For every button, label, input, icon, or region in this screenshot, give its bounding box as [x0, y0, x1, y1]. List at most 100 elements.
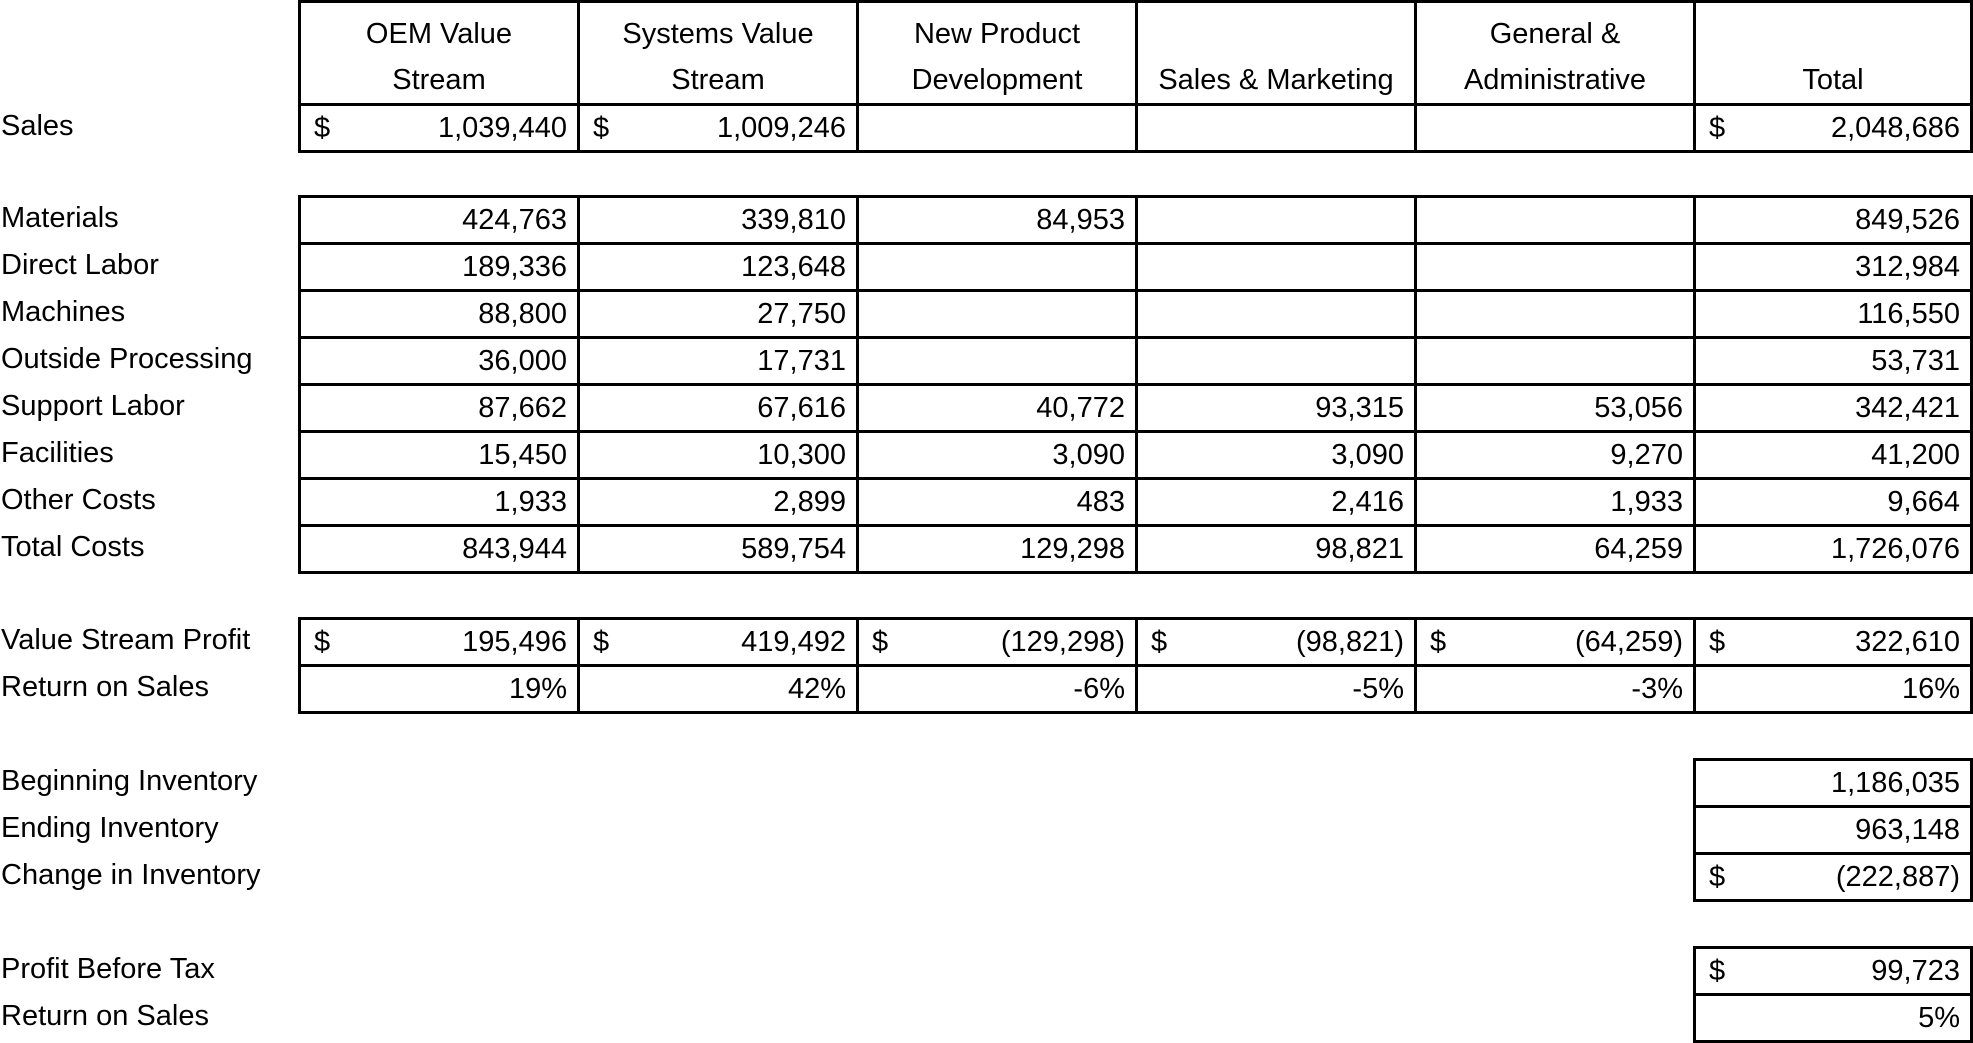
currency-symbol: $: [1709, 955, 1726, 987]
sales-cell: [1135, 103, 1414, 153]
cost-cell: 483: [856, 477, 1135, 524]
currency-symbol: $: [314, 626, 331, 658]
cost-cell: 123,648: [577, 242, 856, 289]
cell-value: 843,944: [462, 533, 567, 565]
column-header-line2: Total: [1802, 64, 1864, 96]
cost-cell: 98,821: [1135, 524, 1414, 574]
column-header-text: New Product Development: [912, 11, 1083, 103]
cell-value: (98,821): [1295, 626, 1404, 658]
inventory-cell: $ (222,887): [1693, 852, 1973, 902]
cell-value: 424,763: [462, 204, 567, 236]
cell-value: 19%: [508, 673, 567, 705]
cost-cell: 843,944: [298, 524, 577, 574]
cell-value: 16%: [1901, 673, 1960, 705]
cost-cell: 424,763: [298, 195, 577, 242]
cost-cell: [856, 336, 1135, 383]
column-header-text: Total: [1802, 11, 1863, 103]
row-label-cost: Facilities: [1, 437, 114, 469]
inventory-cell: 963,148: [1693, 805, 1973, 852]
cost-cell: 84,953: [856, 195, 1135, 242]
profit-cell: $322,610: [1693, 617, 1973, 664]
cost-cell: 342,421: [1693, 383, 1973, 430]
cell-value: 589,754: [741, 533, 846, 565]
cost-cell: 312,984: [1693, 242, 1973, 289]
cost-cell: 2,899: [577, 477, 856, 524]
profit-cell: $419,492: [577, 617, 856, 664]
cost-cell: [856, 242, 1135, 289]
row-label-cost: Support Labor: [1, 390, 185, 422]
cost-cell: 41,200: [1693, 430, 1973, 477]
cost-cell: 10,300: [577, 430, 856, 477]
column-header-line1: General &: [1489, 18, 1621, 50]
cell-value: 312,984: [1855, 251, 1960, 283]
cell-value: 2,899: [773, 486, 846, 518]
cell-value: 2,048,686: [1830, 112, 1960, 144]
column-header-line1: OEM Value: [365, 18, 513, 50]
profit-cell: $ (64,259): [1414, 617, 1693, 664]
column-header-line1: [1802, 11, 1863, 57]
cost-cell: 3,090: [856, 430, 1135, 477]
cell-value: 419,492: [741, 626, 846, 658]
column-header-0: OEM Value Stream: [298, 0, 577, 103]
cost-cell: 1,726,076: [1693, 524, 1973, 574]
cost-cell: [1135, 289, 1414, 336]
cell-value: 17,731: [757, 345, 846, 377]
cell-value: 93,315: [1315, 392, 1404, 424]
cell-value: 116,550: [1857, 298, 1960, 330]
cell-value: 53,731: [1871, 345, 1960, 377]
row-label-cost: Outside Processing: [1, 343, 253, 375]
cell-value: 1,726,076: [1830, 533, 1960, 565]
cell-value: 67,616: [757, 392, 846, 424]
column-header-line1: Systems Value: [622, 18, 814, 50]
column-header-1: Systems Value Stream: [577, 0, 856, 103]
row-label-sales: Sales: [1, 110, 74, 142]
cell-value: -6%: [1073, 673, 1125, 705]
column-header-text: OEM Value Stream: [366, 11, 512, 103]
cell-value: 1,186,035: [1830, 767, 1960, 799]
currency-symbol: $: [593, 626, 610, 658]
column-header-line1: New Product: [913, 18, 1080, 50]
cell-value: 98,821: [1315, 533, 1404, 565]
cell-value: 42%: [787, 673, 846, 705]
cell-value: 87,662: [478, 392, 567, 424]
row-label-cost: Other Costs: [1, 484, 156, 516]
column-header-text: Sales & Marketing: [1158, 11, 1393, 103]
cost-cell: 129,298: [856, 524, 1135, 574]
cost-cell: 93,315: [1135, 383, 1414, 430]
cost-cell: 88,800: [298, 289, 577, 336]
cost-cell: [1414, 289, 1693, 336]
cell-value: 10,300: [757, 439, 846, 471]
cost-cell: 116,550: [1693, 289, 1973, 336]
cost-cell: 64,259: [1414, 524, 1693, 574]
cell-value: 40,772: [1036, 392, 1125, 424]
ros-cell: -6%: [856, 664, 1135, 714]
profit-cell: $ (98,821): [1135, 617, 1414, 664]
cost-cell: 589,754: [577, 524, 856, 574]
cell-value: 5%: [1918, 1002, 1960, 1034]
cell-value: 342,421: [1855, 392, 1960, 424]
cell-value: 64,259: [1594, 533, 1683, 565]
row-label-return-on-sales: Return on Sales: [1, 671, 209, 703]
currency-symbol: $: [314, 112, 331, 144]
cell-value: -3%: [1631, 673, 1683, 705]
currency-symbol: $: [1709, 626, 1726, 658]
sales-cell: $1,009,246: [577, 103, 856, 153]
cost-cell: 849,526: [1693, 195, 1973, 242]
cell-value: 15,450: [478, 439, 567, 471]
column-header-5: Total: [1693, 0, 1973, 103]
row-label-inventory: Change in Inventory: [1, 859, 261, 891]
ros-cell: 16%: [1693, 664, 1973, 714]
cost-cell: 40,772: [856, 383, 1135, 430]
cost-cell: [1135, 242, 1414, 289]
cost-cell: [1414, 336, 1693, 383]
cell-value: (129,298): [1000, 626, 1125, 658]
cell-value: 129,298: [1020, 533, 1125, 565]
cell-value: 3,090: [1331, 439, 1404, 471]
sales-cell: $2,048,686: [1693, 103, 1973, 153]
cost-cell: 17,731: [577, 336, 856, 383]
column-header-line1: [1158, 11, 1393, 57]
cost-cell: [1414, 195, 1693, 242]
currency-symbol: $: [1151, 626, 1168, 658]
cell-value: 27,750: [757, 298, 846, 330]
cost-cell: [856, 289, 1135, 336]
